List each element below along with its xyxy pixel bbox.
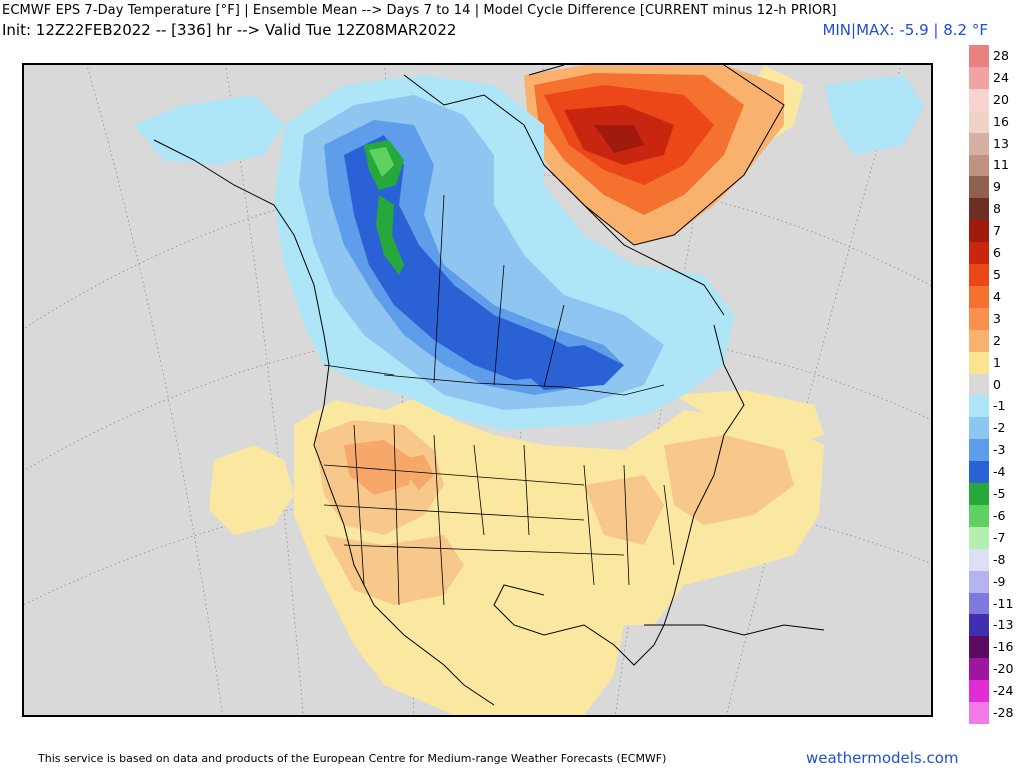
color-scale-label: -24 (993, 683, 1014, 699)
color-scale-label: 5 (993, 266, 1001, 282)
color-scale-swatch (969, 526, 989, 550)
color-scale-label: 3 (993, 310, 1001, 326)
color-scale-swatch (969, 548, 989, 572)
color-scale-label: -4 (993, 464, 1006, 480)
color-scale-label: -8 (993, 551, 1006, 567)
color-scale-label: 9 (993, 179, 1001, 195)
color-scale-label: -3 (993, 442, 1006, 458)
color-scale-swatch (969, 285, 989, 309)
cool-anomaly-region (134, 75, 924, 430)
ecmwf-credit: This service is based on data and produc… (38, 752, 667, 765)
color-scale-label: -7 (993, 529, 1006, 545)
color-scale-label: 11 (993, 157, 1009, 173)
color-scale-label: -1 (993, 398, 1006, 414)
color-scale-swatch (969, 264, 989, 287)
color-scale-label: -28 (993, 705, 1014, 721)
color-scale-swatch (969, 110, 989, 134)
temperature-difference-map (22, 63, 933, 717)
color-scale-swatch (969, 658, 989, 681)
color-scale-label: 2 (993, 332, 1001, 348)
color-scale-swatch (969, 88, 989, 112)
color-scale-label: 24 (993, 69, 1009, 85)
color-scale-swatch (969, 680, 989, 703)
color-scale-swatch (969, 636, 989, 659)
color-scale-label: 0 (993, 376, 1001, 392)
color-scale-swatch (969, 45, 989, 68)
color-scale-swatch (969, 614, 989, 637)
color-scale-label: -11 (993, 595, 1014, 611)
color-scale-swatch (969, 417, 989, 440)
color-scale-swatch (969, 220, 989, 243)
warm-anomaly-plus3 (344, 440, 434, 495)
color-scale-label: -6 (993, 507, 1006, 523)
color-scale-label: -16 (993, 639, 1014, 655)
color-scale-swatch (969, 132, 989, 155)
color-scale-label: 16 (993, 113, 1009, 129)
color-scale-label: 1 (993, 354, 1001, 370)
map-title: ECMWF EPS 7-Day Temperature [°F] | Ensem… (2, 3, 837, 18)
site-link[interactable]: weathermodels.com (806, 749, 959, 767)
color-scale-label: 4 (993, 288, 1001, 304)
color-scale-label: -13 (993, 617, 1014, 633)
color-scale-label: -5 (993, 486, 1006, 502)
color-scale-swatch (969, 242, 989, 265)
color-scale-swatch (969, 461, 989, 484)
color-scale-label: 7 (993, 223, 1001, 239)
color-scale-swatch (969, 307, 989, 331)
color-scale-swatch (969, 66, 989, 90)
coastlines (153, 65, 825, 706)
color-scale-swatch (969, 702, 989, 725)
color-scale-swatch (969, 176, 989, 199)
cool-anomaly-minus5 (364, 140, 404, 275)
color-scale-label: 8 (993, 201, 1001, 217)
color-scale-swatch (969, 504, 989, 528)
color-scale-label: 20 (993, 91, 1009, 107)
color-scale-swatch (969, 570, 989, 594)
color-scale-label: -9 (993, 573, 1006, 589)
color-scale-label: 13 (993, 135, 1009, 151)
map-canvas (24, 65, 931, 715)
color-scale-swatch (969, 439, 989, 462)
min-max-readout: MIN|MAX: -5.9 | 8.2 °F (822, 21, 988, 39)
color-scale-label: -20 (993, 661, 1014, 677)
color-scale-label: 6 (993, 245, 1001, 261)
color-scale-swatch (969, 395, 989, 418)
color-scale-swatch (969, 483, 989, 506)
color-scale-swatch (969, 329, 989, 353)
color-scale-swatch (969, 373, 989, 396)
color-scale-swatch (969, 592, 989, 615)
init-valid-line: Init: 12Z22FEB2022 -- [336] hr --> Valid… (2, 21, 457, 39)
color-scale-swatch (969, 351, 989, 375)
color-scale-swatch (969, 154, 989, 177)
political-borders (323, 194, 675, 606)
color-scale-label: -2 (993, 420, 1006, 436)
color-scale-label: 28 (993, 47, 1009, 63)
color-scale-swatch (969, 198, 989, 221)
greenland-warm-anomaly (524, 65, 784, 245)
color-scale-bar (969, 45, 989, 725)
